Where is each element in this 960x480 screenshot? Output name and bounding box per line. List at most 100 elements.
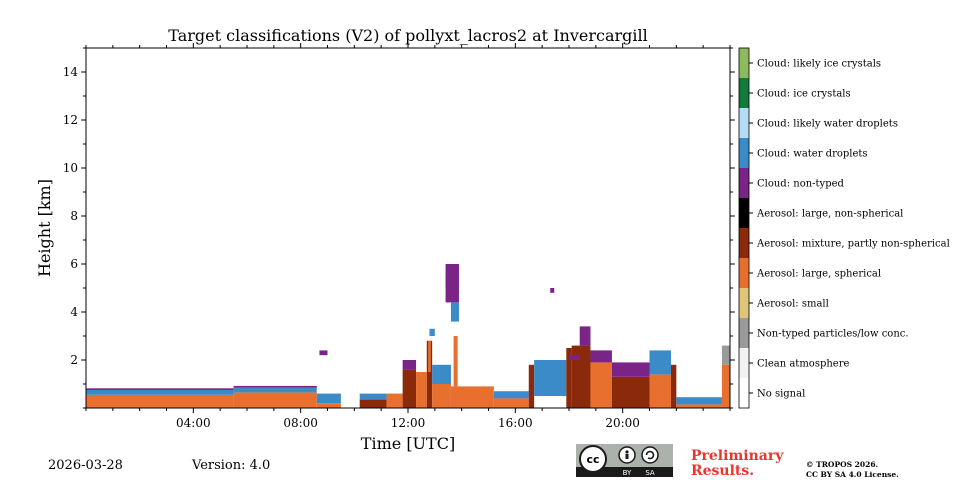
x-tick-label: 20:00 <box>605 416 640 430</box>
classification-cell <box>528 364 535 408</box>
colorbar-segment <box>739 198 749 228</box>
y-tick-label: 10 <box>63 161 78 175</box>
colorbar-label: Cloud: likely water droplets <box>757 119 898 130</box>
colorbar-legend: No signal Clean atmosphere Non-typed parti… <box>738 47 950 409</box>
cc-by-label: BY <box>623 469 632 477</box>
colorbar-segment <box>739 48 749 78</box>
classification-cell <box>386 393 403 408</box>
colorbar-label: Non-typed particles/low conc. <box>757 329 909 340</box>
x-tick-label: 12:00 <box>391 416 426 430</box>
classification-cell <box>233 387 317 393</box>
colorbar-frame <box>738 47 750 409</box>
classification-cell <box>233 385 317 388</box>
classification-cell <box>534 360 567 396</box>
plot-area <box>86 264 730 408</box>
classification-cell <box>450 302 459 322</box>
colorbar-segment <box>739 228 749 258</box>
classification-cell <box>86 390 234 395</box>
cc-sa-label: SA <box>645 469 655 477</box>
classification-cell <box>450 386 494 408</box>
colorbar-label: Aerosol: large, spherical <box>756 269 881 280</box>
classification-cell <box>649 350 671 375</box>
classification-cell <box>670 364 677 408</box>
classification-cell <box>86 388 234 390</box>
copyright-line-1: © TROPOS 2026. <box>806 460 879 469</box>
y-tick-label: 8 <box>70 209 78 223</box>
footer-date: 2026-03-28 <box>48 458 123 473</box>
colorbar-label: No signal <box>757 389 805 400</box>
x-axis: 04:00 08:00 12:00 16:00 20:00 <box>85 43 731 430</box>
classification-cell <box>676 397 722 405</box>
colorbar-segment <box>739 348 749 378</box>
share-alike-icon <box>641 446 659 464</box>
cc-license-badge[interactable]: cc BY SA <box>576 444 673 477</box>
preliminary-results-note: Preliminary Results. <box>691 449 783 479</box>
classification-cell <box>86 394 234 408</box>
classification-cell <box>432 364 451 384</box>
classification-cell <box>611 376 650 408</box>
colorbar-segment <box>739 138 749 168</box>
colorbar-label: Aerosol: large, non-spherical <box>756 209 903 220</box>
colorbar-label: Cloud: non-typed <box>757 179 845 190</box>
colorbar-segment <box>739 258 749 288</box>
y-tick-label: 2 <box>70 353 78 367</box>
cc-icon-text: cc <box>586 453 599 466</box>
x-axis-label: Time [UTC] <box>361 434 455 453</box>
cc-icon <box>579 445 607 473</box>
colorbar-label: Aerosol: small <box>756 299 829 310</box>
classification-cell <box>649 374 671 408</box>
x-tick-label: 08:00 <box>283 416 318 430</box>
classification-cell <box>359 393 387 400</box>
x-tick-label: 04:00 <box>176 416 211 430</box>
classification-cell <box>611 362 650 377</box>
copyright-note: © TROPOS 2026. CC BY SA 4.0 License. <box>806 460 899 480</box>
classification-cell <box>319 350 328 356</box>
colorbar-label: Cloud: likely ice crystals <box>757 59 881 70</box>
classification-cell <box>569 355 580 360</box>
chart-title: Target classifications (V2) of pollyxt_l… <box>168 26 647 45</box>
classification-cell <box>566 348 572 408</box>
classification-cell <box>453 336 458 387</box>
colorbar-label: Aerosol: mixture, partly non-spherical <box>756 239 950 250</box>
colorbar-label: Cloud: ice crystals <box>757 89 851 100</box>
classification-cell <box>571 345 591 408</box>
colorbar-segment <box>739 318 749 348</box>
colorbar-segment <box>739 288 749 318</box>
classification-cell <box>402 369 417 408</box>
y-tick-label: 6 <box>70 257 78 271</box>
colorbar-segment <box>739 108 749 138</box>
classification-cell <box>550 288 555 293</box>
y-tick-label: 14 <box>63 65 79 79</box>
classification-cell <box>316 393 341 404</box>
classification-cell <box>359 399 387 408</box>
classification-cell <box>445 273 457 288</box>
y-tick-label: 12 <box>63 113 78 127</box>
classification-cell <box>402 360 417 370</box>
copyright-line-2: CC BY SA 4.0 License. <box>806 470 899 479</box>
classification-cell <box>426 340 433 408</box>
x-tick-label: 16:00 <box>498 416 533 430</box>
classification-cell <box>493 398 529 408</box>
classification-cell <box>416 372 427 408</box>
y-tick-label: 4 <box>70 305 78 319</box>
plot-frame <box>85 47 731 409</box>
classification-cell <box>493 391 529 399</box>
classification-cell <box>450 303 455 308</box>
classification-cell <box>429 328 435 336</box>
y-axis: 2 4 6 8 10 12 14 <box>63 47 735 409</box>
classification-cell <box>721 364 730 408</box>
classification-cell <box>590 362 612 408</box>
preliminary-line-2: Results. <box>691 463 755 479</box>
y-axis-label: Height [km] <box>35 179 54 277</box>
classification-cell <box>432 384 451 408</box>
classification-cell <box>233 392 317 408</box>
colorbar-label: Clean atmosphere <box>757 359 850 370</box>
classification-cell <box>428 340 431 372</box>
classification-cell <box>676 404 722 408</box>
colorbar-segment <box>739 78 749 108</box>
colorbar-segment <box>739 168 749 198</box>
colorbar-segment <box>739 378 749 408</box>
classification-cell <box>316 403 341 408</box>
footer-version: Version: 4.0 <box>192 458 271 473</box>
